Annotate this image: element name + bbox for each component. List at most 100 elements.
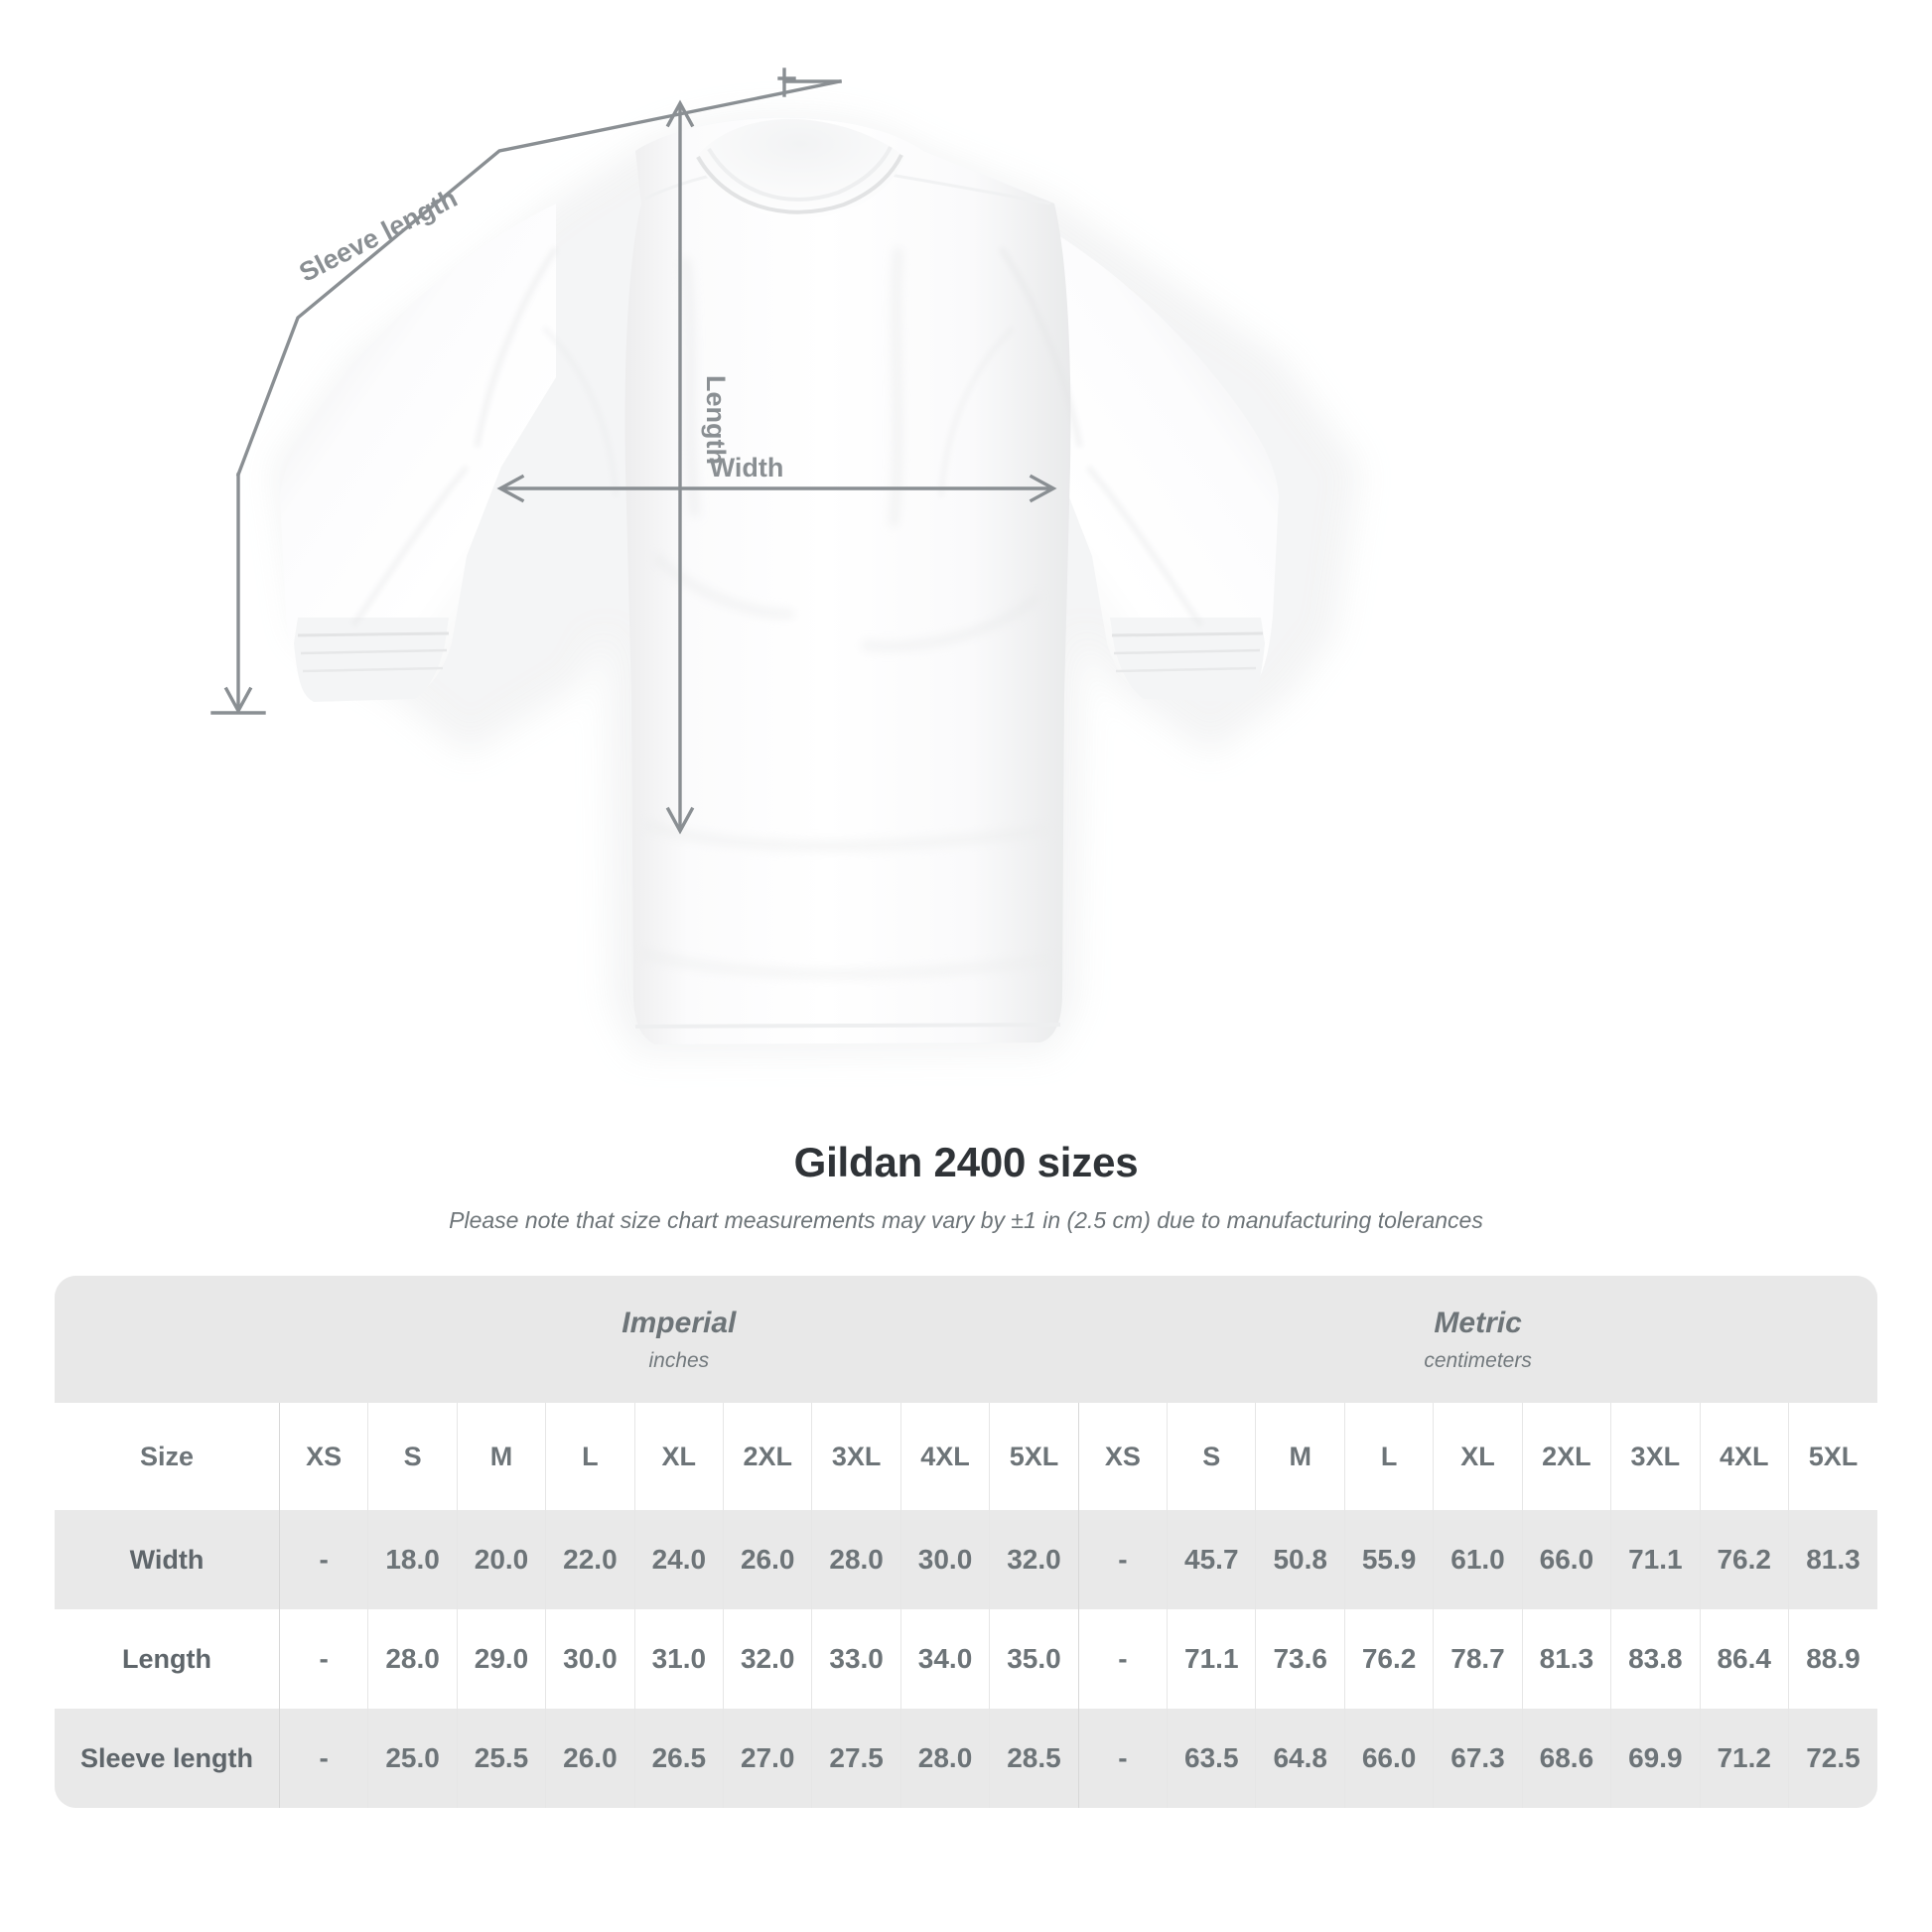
cell-width-imperial-2xl: 26.0 <box>723 1510 812 1609</box>
cell-width-metric-2xl: 66.0 <box>1521 1510 1611 1609</box>
cell-sleeve-metric-5xl: 72.5 <box>1787 1709 1877 1808</box>
cell-sleeve-imperial-l: 26.0 <box>545 1709 635 1808</box>
cell-length-metric-3xl: 83.8 <box>1610 1609 1701 1709</box>
size-header-imperial-2xl: 2XL <box>723 1403 812 1510</box>
cell-length-imperial-l: 30.0 <box>545 1609 635 1709</box>
length-dimension <box>665 99 695 835</box>
size-header-metric-l: L <box>1343 1403 1434 1510</box>
table-row: Width - 18.0 20.0 22.0 24.0 26.0 28.0 30… <box>55 1510 1877 1609</box>
size-column-label: Size <box>55 1403 280 1510</box>
size-table: Imperial inches Metric centimeters Size … <box>55 1276 1877 1808</box>
size-header-imperial-5xl: 5XL <box>989 1403 1079 1510</box>
size-header-imperial-3xl: 3XL <box>811 1403 901 1510</box>
sleeve-length-label: Sleeve length <box>295 183 463 288</box>
row-label-sleeve-length: Sleeve length <box>55 1709 280 1808</box>
cell-sleeve-metric-m: 64.8 <box>1255 1709 1345 1808</box>
unit-header-row: Imperial inches Metric centimeters <box>55 1276 1877 1403</box>
cell-width-metric-3xl: 71.1 <box>1610 1510 1701 1609</box>
unit-header-spacer <box>55 1276 280 1403</box>
size-header-imperial-4xl: 4XL <box>899 1403 990 1510</box>
cell-sleeve-metric-l: 66.0 <box>1343 1709 1434 1808</box>
cell-sleeve-metric-2xl: 68.6 <box>1521 1709 1611 1808</box>
cell-width-imperial-xl: 24.0 <box>633 1510 724 1609</box>
size-header-metric-2xl: 2XL <box>1521 1403 1611 1510</box>
cell-length-metric-2xl: 81.3 <box>1521 1609 1611 1709</box>
cell-sleeve-imperial-5xl: 28.5 <box>989 1709 1079 1808</box>
size-header-imperial-xl: XL <box>633 1403 724 1510</box>
unit-sub-metric: centimeters <box>1424 1348 1532 1372</box>
width-label: Width <box>710 453 784 483</box>
cell-length-imperial-s: 28.0 <box>367 1609 458 1709</box>
size-header-metric-xl: XL <box>1433 1403 1523 1510</box>
unit-name-metric: Metric <box>1434 1307 1522 1340</box>
cell-length-imperial-m: 29.0 <box>456 1609 546 1709</box>
cell-length-metric-xs: - <box>1077 1609 1168 1709</box>
size-header-row: Size XS S M L XL 2XL 3XL 4XL 5XL XS S M … <box>55 1403 1877 1510</box>
cell-length-imperial-xs: - <box>278 1609 368 1709</box>
cell-length-imperial-2xl: 32.0 <box>723 1609 812 1709</box>
cell-length-imperial-3xl: 33.0 <box>811 1609 901 1709</box>
cell-sleeve-imperial-xl: 26.5 <box>633 1709 724 1808</box>
size-header-metric-3xl: 3XL <box>1610 1403 1701 1510</box>
page-title: Gildan 2400 sizes <box>793 1139 1139 1185</box>
cell-width-imperial-m: 20.0 <box>456 1510 546 1609</box>
cell-width-metric-l: 55.9 <box>1343 1510 1434 1609</box>
garment-illustration: Sleeve length Length Width <box>210 68 1360 1054</box>
cell-width-imperial-4xl: 30.0 <box>899 1510 990 1609</box>
table-row: Sleeve length - 25.0 25.5 26.0 26.5 27.0… <box>55 1709 1877 1808</box>
cell-width-imperial-s: 18.0 <box>367 1510 458 1609</box>
size-header-imperial-s: S <box>367 1403 458 1510</box>
size-header-imperial-l: L <box>545 1403 635 1510</box>
size-header-metric-m: M <box>1255 1403 1345 1510</box>
unit-header-imperial: Imperial inches <box>279 1276 1079 1403</box>
cell-sleeve-metric-xs: - <box>1077 1709 1168 1808</box>
cell-sleeve-metric-xl: 67.3 <box>1433 1709 1523 1808</box>
cell-length-imperial-xl: 31.0 <box>633 1609 724 1709</box>
tolerance-note: Please note that size chart measurements… <box>449 1207 1483 1234</box>
measurement-overlay <box>210 68 1057 835</box>
cell-length-imperial-5xl: 35.0 <box>989 1609 1079 1709</box>
size-header-metric-5xl: 5XL <box>1787 1403 1877 1510</box>
cell-width-metric-5xl: 81.3 <box>1787 1510 1877 1609</box>
title-block: Gildan 2400 sizes Please note that size … <box>0 1139 1932 1235</box>
unit-name-imperial: Imperial <box>621 1307 737 1340</box>
cell-width-metric-m: 50.8 <box>1255 1510 1345 1609</box>
unit-header-metric: Metric centimeters <box>1078 1276 1877 1403</box>
length-label: Length <box>701 375 731 465</box>
size-header-imperial-xs: XS <box>278 1403 368 1510</box>
cell-length-metric-s: 71.1 <box>1167 1609 1256 1709</box>
cell-length-imperial-4xl: 34.0 <box>899 1609 990 1709</box>
cell-sleeve-imperial-4xl: 28.0 <box>899 1709 990 1808</box>
cell-length-metric-l: 76.2 <box>1343 1609 1434 1709</box>
cell-sleeve-imperial-s: 25.0 <box>367 1709 458 1808</box>
size-header-metric-4xl: 4XL <box>1699 1403 1789 1510</box>
cell-width-imperial-l: 22.0 <box>545 1510 635 1609</box>
cell-length-metric-4xl: 86.4 <box>1699 1609 1789 1709</box>
cell-width-imperial-xs: - <box>278 1510 368 1609</box>
row-label-length: Length <box>55 1609 280 1709</box>
sleeve-length-dimension <box>210 68 843 715</box>
cell-width-imperial-5xl: 32.0 <box>989 1510 1079 1609</box>
size-header-imperial-m: M <box>456 1403 546 1510</box>
table-row: Length - 28.0 29.0 30.0 31.0 32.0 33.0 3… <box>55 1609 1877 1709</box>
cell-sleeve-metric-4xl: 71.2 <box>1699 1709 1789 1808</box>
size-header-metric-xs: XS <box>1077 1403 1168 1510</box>
cell-width-metric-s: 45.7 <box>1167 1510 1256 1609</box>
cell-width-metric-xl: 61.0 <box>1433 1510 1523 1609</box>
size-table-wrapper: Imperial inches Metric centimeters Size … <box>55 1276 1877 1808</box>
cell-width-metric-xs: - <box>1077 1510 1168 1609</box>
cell-length-metric-m: 73.6 <box>1255 1609 1345 1709</box>
cell-sleeve-imperial-xs: - <box>278 1709 368 1808</box>
cell-sleeve-imperial-3xl: 27.5 <box>811 1709 901 1808</box>
cell-width-imperial-3xl: 28.0 <box>811 1510 901 1609</box>
cell-sleeve-imperial-2xl: 27.0 <box>723 1709 812 1808</box>
cell-sleeve-metric-s: 63.5 <box>1167 1709 1256 1808</box>
cell-length-metric-5xl: 88.9 <box>1787 1609 1877 1709</box>
unit-sub-imperial: inches <box>648 1348 710 1372</box>
cell-sleeve-metric-3xl: 69.9 <box>1610 1709 1701 1808</box>
cell-sleeve-imperial-m: 25.5 <box>456 1709 546 1808</box>
cell-length-metric-xl: 78.7 <box>1433 1609 1523 1709</box>
width-dimension <box>496 474 1057 503</box>
size-header-metric-s: S <box>1167 1403 1256 1510</box>
